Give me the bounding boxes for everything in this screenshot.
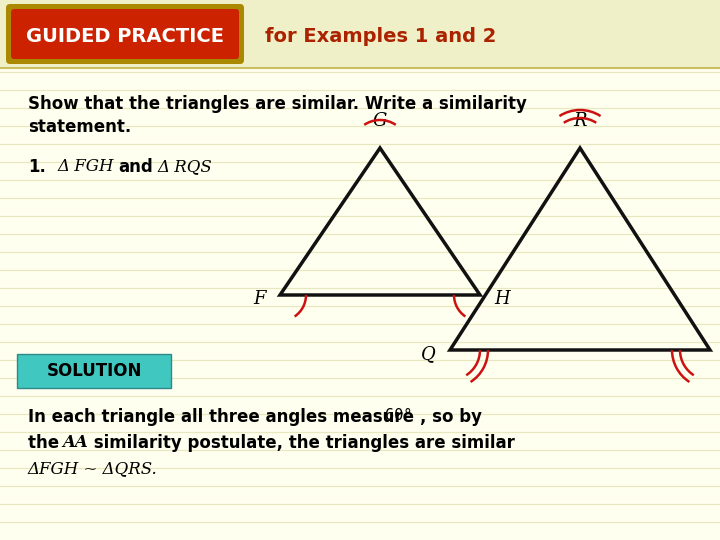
Text: R: R xyxy=(573,112,587,130)
Text: Δ FGH: Δ FGH xyxy=(58,158,114,175)
Text: Δ RQS: Δ RQS xyxy=(158,158,212,175)
FancyBboxPatch shape xyxy=(17,354,171,388)
Text: Show that the triangles are similar. Write a similarity: Show that the triangles are similar. Wri… xyxy=(28,95,527,113)
Bar xyxy=(0,0,720,68)
Text: F: F xyxy=(253,290,266,308)
Text: 60°: 60° xyxy=(385,408,413,423)
Text: 1.: 1. xyxy=(28,158,46,176)
Text: GUIDED PRACTICE: GUIDED PRACTICE xyxy=(26,26,224,45)
FancyBboxPatch shape xyxy=(11,9,239,59)
Text: G: G xyxy=(373,112,387,130)
Text: H: H xyxy=(494,290,510,308)
Text: the: the xyxy=(28,434,65,452)
Text: for Examples 1 and 2: for Examples 1 and 2 xyxy=(265,26,496,45)
Text: similarity postulate, the triangles are similar: similarity postulate, the triangles are … xyxy=(88,434,515,452)
Text: and: and xyxy=(118,158,153,176)
Text: , so by: , so by xyxy=(420,408,482,426)
Text: Q: Q xyxy=(421,345,436,363)
Text: SOLUTION: SOLUTION xyxy=(46,362,142,380)
Text: ΔFGH ~ ΔQRS.: ΔFGH ~ ΔQRS. xyxy=(28,460,158,477)
Text: In each triangle all three angles measure: In each triangle all three angles measur… xyxy=(28,408,420,426)
Text: statement.: statement. xyxy=(28,118,131,136)
FancyBboxPatch shape xyxy=(6,4,244,64)
Text: AA: AA xyxy=(62,434,88,451)
